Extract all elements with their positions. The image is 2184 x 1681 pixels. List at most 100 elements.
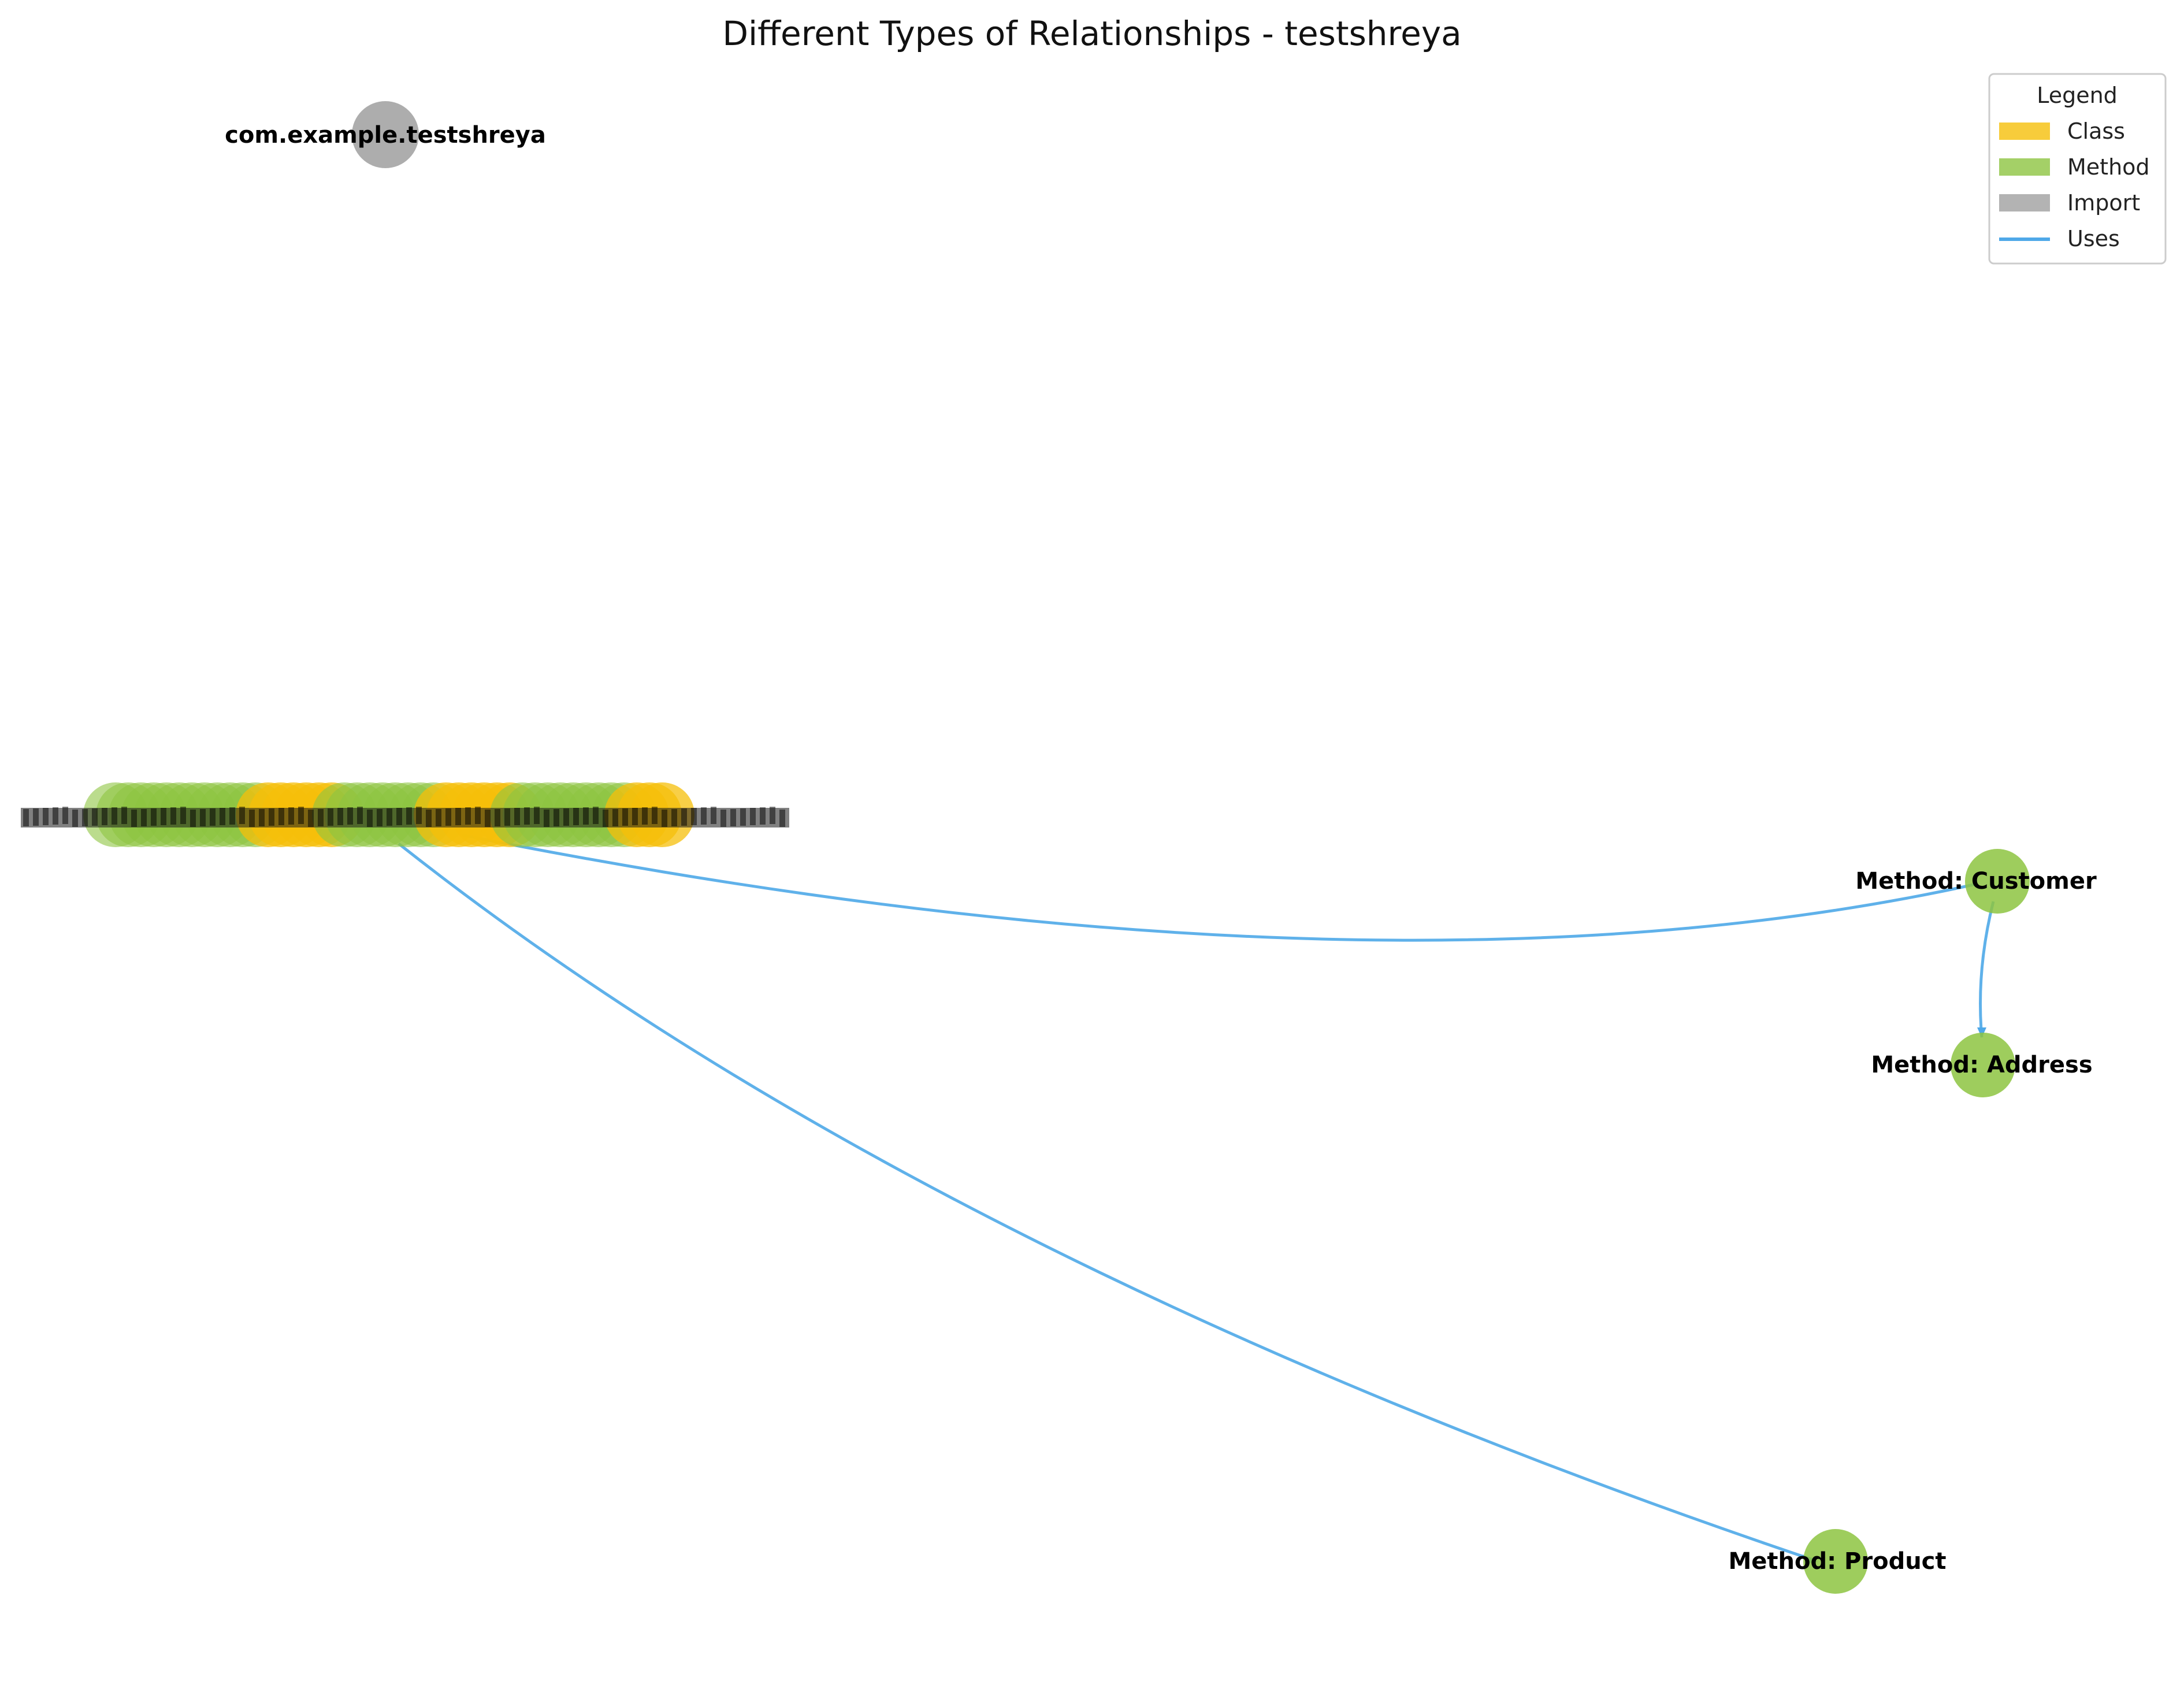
customer-node-label: Method: Customer bbox=[1855, 868, 2097, 895]
legend-method-label: Method bbox=[2067, 154, 2150, 180]
cluster-label-glyph bbox=[495, 809, 500, 826]
cluster-label-glyph bbox=[23, 809, 29, 826]
cluster-label-glyph bbox=[514, 808, 520, 825]
cluster-label-glyph bbox=[72, 810, 78, 827]
cluster-label-glyph bbox=[151, 808, 157, 826]
cluster-label-glyph bbox=[200, 809, 206, 826]
cluster-label-glyph bbox=[612, 809, 618, 826]
cluster-label-glyph bbox=[220, 808, 225, 825]
cluster-label-glyph bbox=[288, 807, 294, 825]
cluster-label-glyph bbox=[416, 807, 422, 824]
legend-title: Legend bbox=[2037, 83, 2118, 108]
cluster-label-glyph bbox=[504, 808, 510, 826]
cluster-label-glyph bbox=[593, 807, 599, 824]
cluster-label-glyph bbox=[82, 809, 88, 826]
legend: Legend Class Method Import Uses bbox=[1989, 74, 2166, 264]
cluster-label-glyph bbox=[445, 808, 451, 826]
cluster-label-glyph bbox=[131, 810, 137, 827]
cluster-label-glyph bbox=[426, 810, 432, 827]
cluster-label-glyph bbox=[485, 810, 491, 827]
edge-cluster-to-customer bbox=[462, 835, 1976, 940]
cluster-label-glyph bbox=[190, 810, 196, 827]
legend-class-label: Class bbox=[2067, 118, 2125, 144]
legend-uses-label: Uses bbox=[2067, 226, 2120, 251]
cluster-label-glyph bbox=[544, 810, 549, 827]
cluster-label-glyph bbox=[298, 807, 304, 824]
cluster-label-glyph bbox=[662, 810, 667, 827]
address-node-label: Method: Address bbox=[1871, 1052, 2092, 1078]
cluster-label-glyph bbox=[328, 808, 333, 826]
cluster-label-glyph bbox=[112, 807, 117, 825]
cluster-label-glyph bbox=[622, 808, 628, 826]
cluster-label-glyph bbox=[269, 808, 274, 826]
cluster-label-glyph bbox=[377, 809, 382, 826]
cluster-label-glyph bbox=[180, 807, 186, 824]
cluster-label-glyph bbox=[534, 807, 540, 824]
cluster-label-glyph bbox=[671, 809, 677, 826]
cluster-label-glyph bbox=[259, 809, 265, 826]
cluster-label-glyph bbox=[170, 807, 176, 825]
cluster-label-glyph bbox=[436, 809, 441, 826]
cluster-label-glyph bbox=[465, 807, 471, 825]
cluster-label-glyph bbox=[210, 808, 216, 826]
cluster-label-glyph bbox=[740, 808, 746, 826]
cluster-label-glyph bbox=[632, 808, 638, 825]
cluster-label-glyph bbox=[161, 808, 166, 825]
cluster-label-glyph bbox=[43, 808, 49, 825]
cluster-label-glyph bbox=[750, 808, 756, 825]
legend-import-swatch bbox=[1999, 194, 2050, 211]
cluster-label-glyph bbox=[239, 807, 245, 824]
legend-class-swatch bbox=[1999, 123, 2050, 140]
cluster-label-glyph bbox=[730, 809, 736, 826]
cluster-label-glyph bbox=[554, 809, 559, 826]
cluster-label-glyph bbox=[652, 807, 658, 824]
legend-method-swatch bbox=[1999, 158, 2050, 176]
cluster-label-glyph bbox=[278, 808, 284, 825]
node-import: com.example.testshreya bbox=[225, 101, 546, 168]
edge-customer-to-address bbox=[1981, 901, 1994, 1037]
cluster-label-glyph bbox=[62, 807, 68, 824]
cluster-label-glyph bbox=[524, 807, 530, 825]
edges bbox=[399, 835, 1993, 1564]
cluster-label-glyph bbox=[475, 807, 481, 824]
cluster-label-glyph bbox=[357, 807, 363, 824]
edge-cluster-to-product bbox=[399, 844, 1814, 1560]
cluster-label-glyph bbox=[681, 808, 687, 826]
cluster-label-glyph bbox=[455, 808, 461, 825]
cluster-label-glyph bbox=[760, 807, 766, 825]
node-method-customer: Method: Customer bbox=[1855, 849, 2097, 914]
cluster-label-glyph bbox=[583, 807, 589, 825]
cluster-label-glyph bbox=[642, 807, 648, 825]
cluster-label-glyph bbox=[701, 807, 707, 825]
cluster-label-glyph bbox=[53, 807, 58, 825]
cluster-label-glyph bbox=[308, 810, 314, 827]
cluster-label-glyph bbox=[318, 809, 324, 826]
cluster-label-glyph bbox=[779, 810, 785, 827]
import-node-label: com.example.testshreya bbox=[225, 122, 546, 149]
cluster-label-glyph bbox=[249, 810, 255, 827]
cluster-label-glyph bbox=[406, 807, 412, 825]
cluster-label-glyph bbox=[563, 808, 569, 826]
cluster-label-glyph bbox=[347, 807, 353, 825]
node-method-address: Method: Address bbox=[1871, 1033, 2092, 1097]
cluster-label-glyph bbox=[770, 807, 775, 824]
node-method-product: Method: Product bbox=[1728, 1529, 1946, 1594]
cluster-label-glyph bbox=[102, 808, 107, 825]
legend-import-label: Import bbox=[2067, 190, 2140, 216]
cluster-label-glyph bbox=[141, 809, 147, 826]
cluster-label-glyph bbox=[121, 807, 127, 824]
cluster-label-glyph bbox=[337, 808, 343, 825]
cluster-label-glyph bbox=[229, 807, 235, 825]
cluster-label-glyph bbox=[603, 810, 608, 827]
diagram-title: Different Types of Relationships - tests… bbox=[722, 14, 1461, 53]
cluster-label-glyph bbox=[387, 808, 392, 826]
cluster-label-glyph bbox=[367, 810, 373, 827]
node-cluster bbox=[21, 782, 789, 847]
product-node-label: Method: Product bbox=[1728, 1548, 1946, 1575]
cluster-label-glyph bbox=[396, 808, 402, 825]
cluster-label-glyph bbox=[691, 808, 697, 825]
cluster-label-glyph bbox=[573, 808, 579, 825]
cluster-label-glyph bbox=[33, 808, 39, 826]
cluster-label-glyph bbox=[92, 808, 98, 826]
